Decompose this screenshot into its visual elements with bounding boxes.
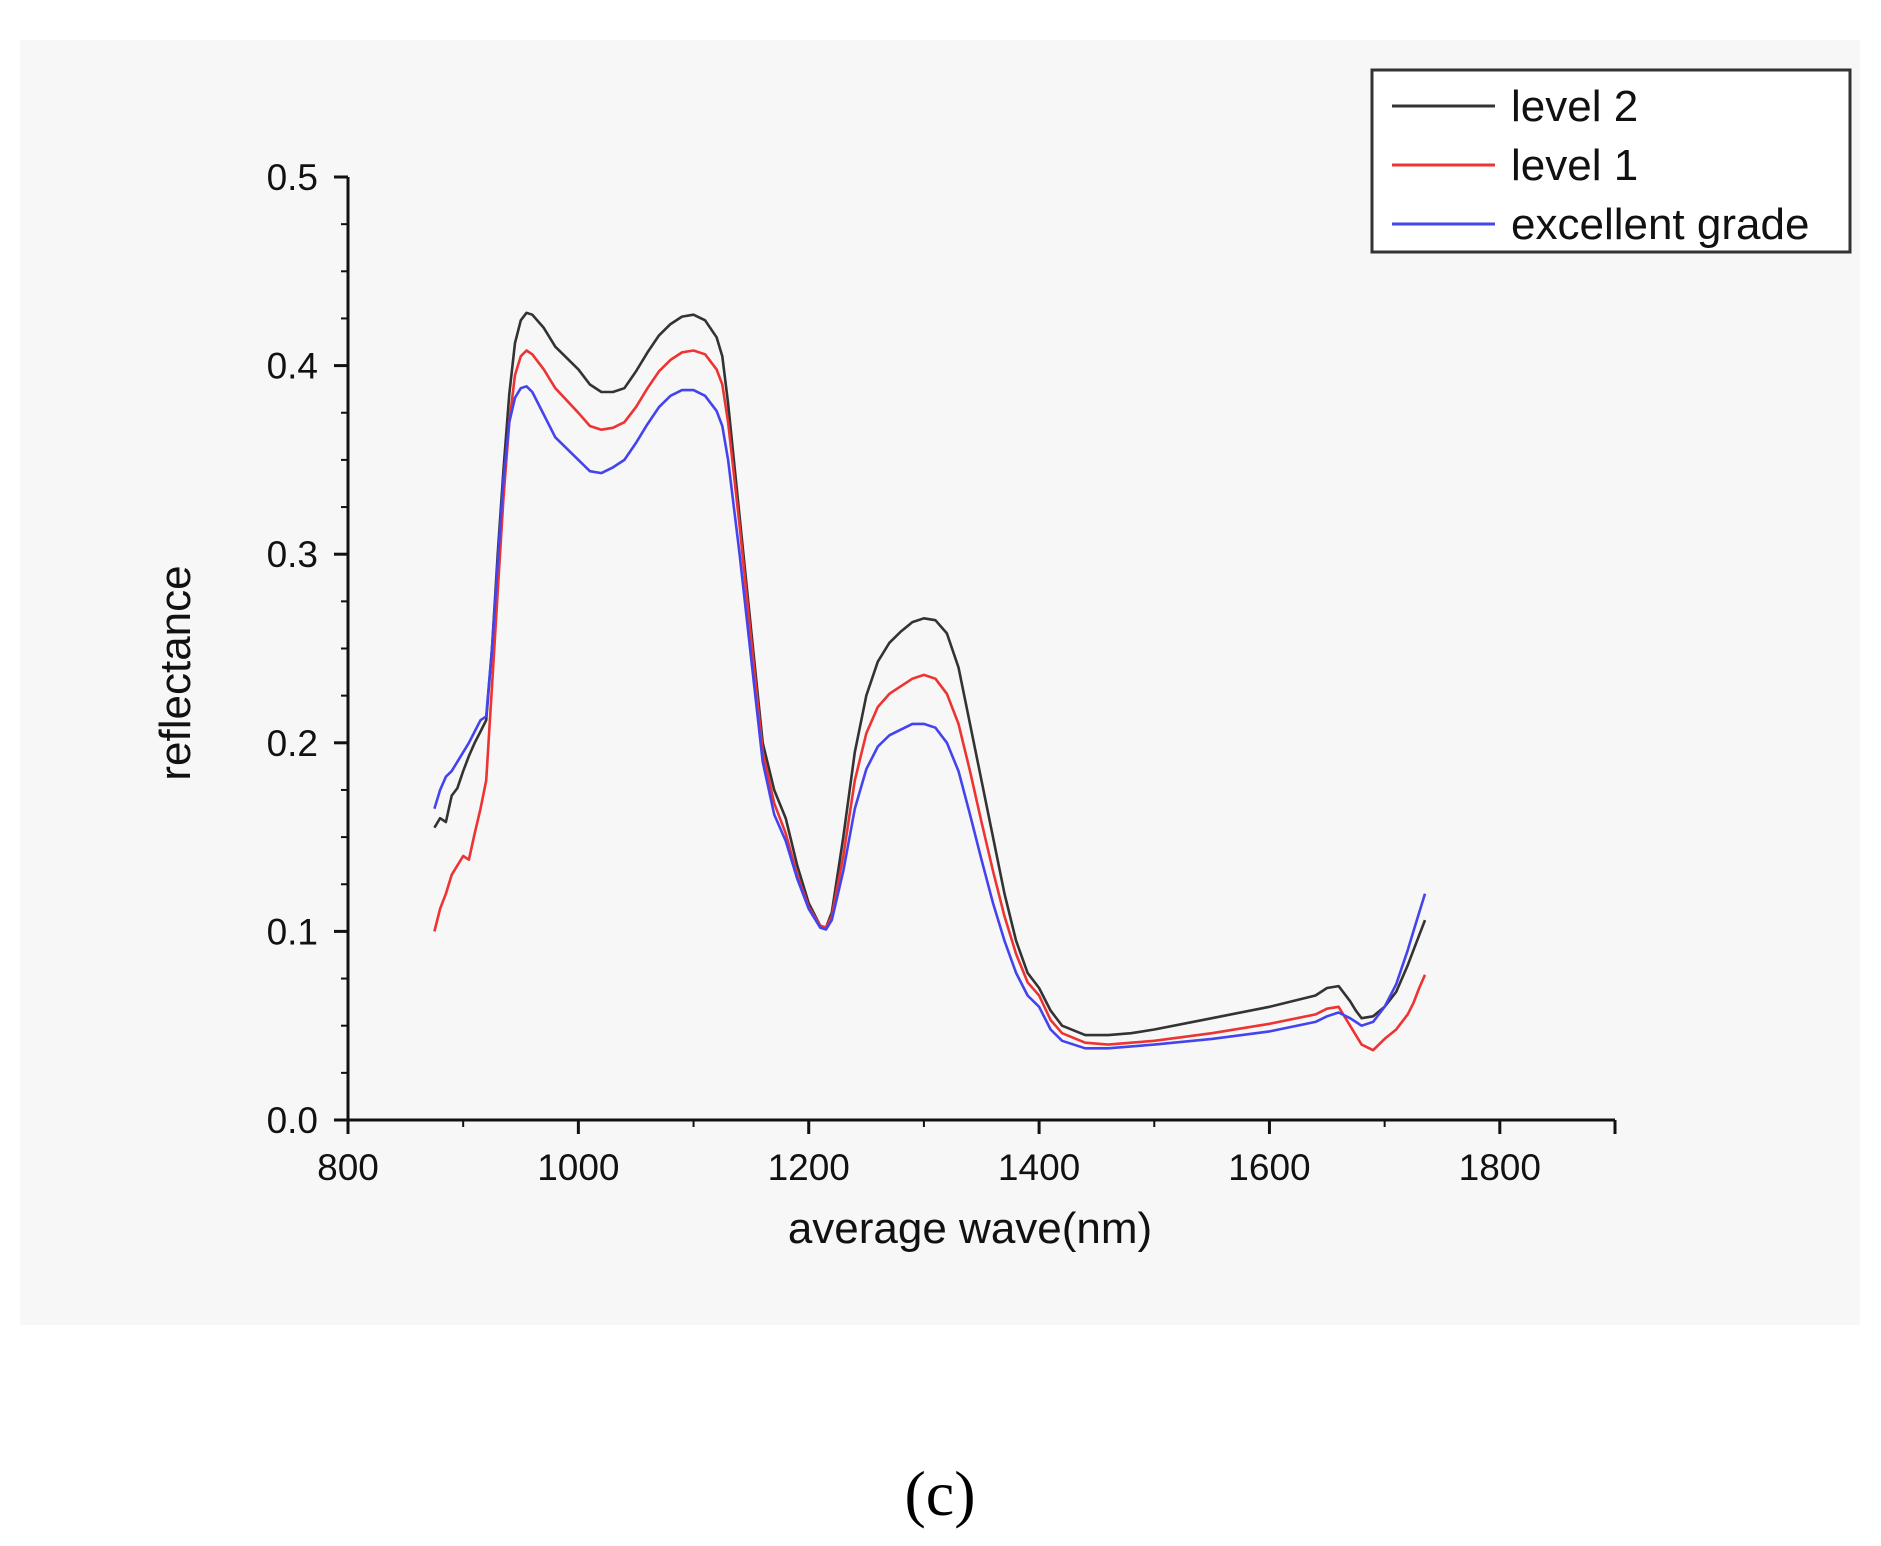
x-tick-label: 1800 [1459,1147,1541,1188]
x-tick-label: 800 [317,1147,379,1188]
x-tick-label: 1400 [998,1147,1080,1188]
x-axis-title: average wave(nm) [788,1204,1152,1253]
y-tick-label: 0.4 [267,346,318,387]
y-axis: 0.0 0.1 0.2 0.3 0.4 0.5 [267,157,350,1141]
legend-box [1370,68,1852,254]
x-axis: 800 1000 1200 1400 1600 1800 [317,1118,1617,1188]
y-tick-label: 0.1 [267,911,318,952]
legend-label-excellent-grade: excellent grade [1511,200,1809,249]
x-tick-label: 1600 [1228,1147,1310,1188]
x-tick-label: 1000 [537,1147,619,1188]
legend-label-level-1: level 1 [1511,141,1638,190]
y-tick-label: 0.2 [267,723,318,764]
series-layer [433,311,1427,1052]
legend: level 2 level 1 excellent grade [1370,68,1852,254]
x-tick-label: 1200 [768,1147,850,1188]
y-axis-title: reflectance [151,565,200,780]
figure-caption: (c) [904,1458,975,1529]
y-tick-label: 0.0 [267,1100,318,1141]
plot-background [20,40,1860,1325]
legend-label-level-2: level 2 [1511,82,1638,131]
y-tick-label: 0.5 [267,157,318,198]
y-tick-label: 0.3 [267,534,318,575]
series-line-excellent-grade [433,385,1427,1050]
